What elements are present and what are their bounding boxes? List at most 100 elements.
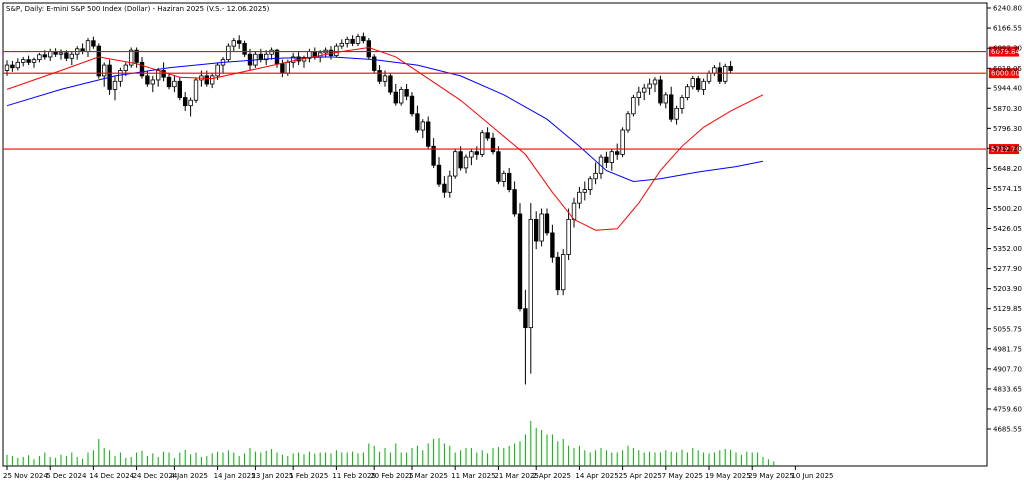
candle-body (193, 79, 199, 101)
candle-body (479, 132, 485, 155)
candle-body (15, 61, 20, 69)
ma-fast-line (6, 46, 764, 231)
candle-body (339, 43, 344, 47)
candle-body (177, 80, 182, 98)
candle-body (469, 151, 474, 158)
candle-body (393, 91, 398, 104)
plot-frame (2, 2, 988, 467)
candle-body (636, 91, 641, 98)
x-tick-label: 1 Feb 2025 (289, 472, 328, 480)
candle-body (48, 51, 53, 58)
candle-body (58, 52, 64, 55)
candle-body (723, 66, 728, 82)
candle-body (566, 218, 571, 255)
candle-body (496, 151, 501, 182)
candle-body (582, 189, 587, 193)
level-label: 6000.00 (991, 70, 1020, 78)
x-tick-label: 11 Mar 2025 (451, 472, 495, 480)
candle-body (544, 213, 550, 234)
y-tick-label: 4759.60 (993, 405, 1022, 413)
chart-title: S&P, Daily: E-mini S&P 500 Index (Dollar… (6, 5, 270, 13)
candle-body (226, 45, 231, 61)
candle-body (263, 53, 269, 61)
y-tick-label: 5870.30 (993, 105, 1022, 113)
x-tick-label: 23 Jan 2025 (251, 472, 293, 480)
x-tick-label: 19 May 2025 (705, 472, 751, 480)
candle-body (112, 80, 118, 90)
x-tick-label: 1 Mar 2025 (408, 472, 448, 480)
candle-body (161, 70, 166, 78)
candle-body (242, 43, 247, 55)
y-tick-label: 5352.00 (993, 245, 1022, 253)
candle-body (215, 64, 220, 77)
candle-body (415, 113, 420, 131)
candle-body (209, 75, 215, 85)
y-tick-label: 5796.30 (993, 125, 1022, 133)
candle-body (409, 95, 415, 115)
candle-body (571, 202, 577, 220)
candle-body (679, 97, 685, 109)
candle-body (717, 67, 722, 82)
candle-body (134, 49, 139, 63)
candle-body (539, 213, 544, 242)
candle-body (463, 156, 469, 169)
candle-body (658, 79, 663, 104)
candle-body (102, 64, 107, 77)
candle-body (625, 113, 631, 131)
level-label: 5719.74 (991, 146, 1020, 154)
candle-body (669, 94, 674, 120)
x-tick-label: 25 Nov 2024 (3, 472, 48, 480)
candle-body (442, 183, 447, 193)
candle-body (523, 308, 528, 329)
x-tick-label: 29 May 2025 (748, 472, 794, 480)
candle-body (361, 36, 366, 42)
candle-body (382, 75, 388, 82)
x-tick-label: 11 Feb 2025 (332, 472, 376, 480)
candle-body (150, 79, 155, 85)
candle-body (609, 151, 614, 163)
candle-body (139, 61, 145, 77)
candle-body (501, 172, 506, 182)
candle-body (398, 89, 404, 104)
candle-body (274, 49, 280, 65)
x-tick-label: 24 Dec 2024 (133, 472, 178, 480)
candle-body (377, 70, 382, 82)
y-tick-label: 4907.70 (993, 365, 1022, 373)
y-tick-label: 5426.05 (993, 225, 1022, 233)
candle-body (517, 213, 523, 310)
y-tick-label: 6166.55 (993, 25, 1022, 33)
candle-body (452, 151, 458, 177)
candle-body (436, 164, 442, 185)
moving-averages (6, 46, 764, 231)
x-tick-label: 25 Apr 2025 (619, 472, 662, 480)
candle-body (123, 64, 128, 71)
candle-body (652, 79, 658, 85)
candle-body (31, 59, 37, 63)
candle-body (247, 53, 253, 66)
x-tick-label: 21 Mar 2025 (494, 472, 538, 480)
candle-body (647, 83, 652, 89)
y-tick-label: 5203.90 (993, 285, 1022, 293)
candle-body (420, 121, 425, 131)
candle-body (172, 80, 177, 88)
x-tick-label: 4 Jan 2025 (170, 472, 208, 480)
candle-body (285, 61, 290, 74)
candle-body (188, 99, 193, 107)
candle-body (474, 151, 479, 155)
candle-body (615, 151, 620, 155)
candle-body (344, 38, 350, 44)
candle-body (490, 137, 496, 153)
y-tick-label: 4685.55 (993, 426, 1022, 434)
candle-body (447, 175, 452, 193)
candle-body (701, 80, 706, 90)
y-tick-label: 5500.20 (993, 205, 1022, 213)
candle-body (663, 94, 668, 104)
candle-body (85, 40, 91, 52)
level-label-box (989, 46, 1019, 57)
candle-body (155, 70, 161, 81)
x-tick-label: 20 Feb 2025 (370, 472, 414, 480)
candle-body (20, 59, 26, 63)
candle-body (728, 66, 733, 71)
x-tick-label: 14 Apr 2025 (575, 472, 618, 480)
